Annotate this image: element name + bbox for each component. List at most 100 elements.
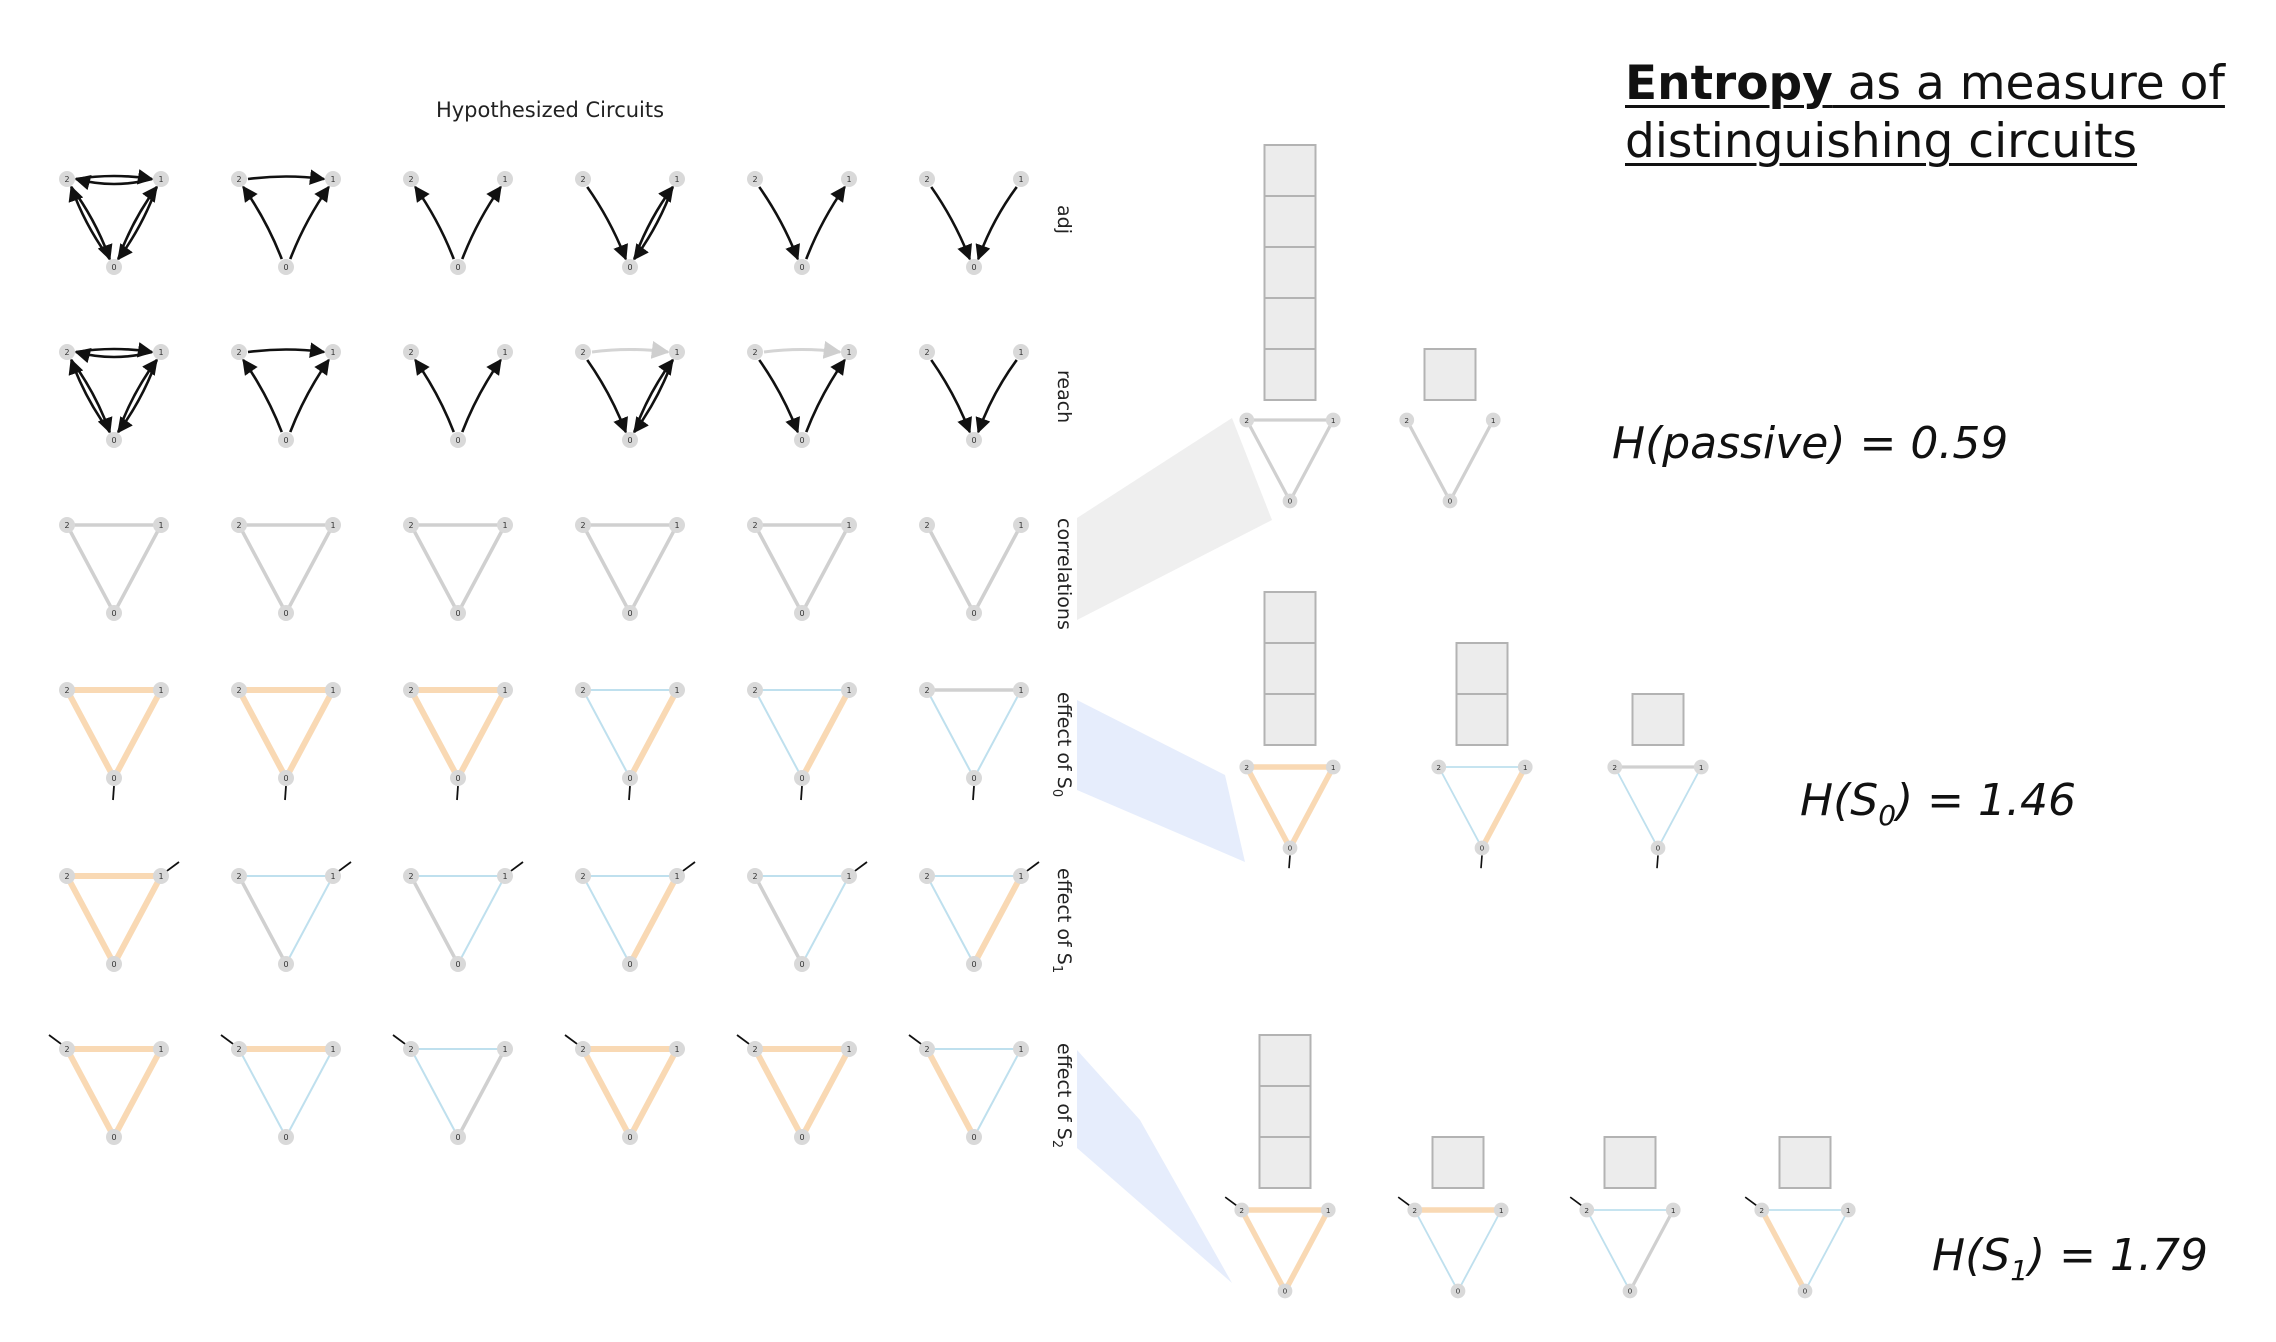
node-label: 0 [455,1133,460,1142]
node [153,868,169,884]
node [403,1041,419,1057]
grid-graph-r2-c1: 2 1 0 [231,517,341,621]
node-label: 2 [64,348,69,357]
node [450,770,466,786]
node-label: 0 [283,960,288,969]
grid-graph-r0-c2: 2 1 0 [403,171,513,275]
grid-graph-r5-c5: 2 1 0 [908,1034,1029,1145]
edge [799,687,852,781]
edge [285,875,334,965]
node-label: 0 [1283,1287,1288,1296]
node [841,1041,857,1057]
node-label: 2 [752,348,757,357]
node-label: 0 [1480,844,1485,853]
node [1493,1202,1509,1218]
edge [1585,1209,1631,1292]
histogram-box-S1-0-2 [1258,1034,1312,1087]
node [575,682,591,698]
edge [456,523,507,615]
node [966,1129,982,1145]
node [450,956,466,972]
edge [1405,418,1452,503]
grid-graph-r2-c2: 2 1 0 [403,517,513,621]
edge [925,523,976,615]
node-label: 1 [502,348,507,357]
node [231,682,247,698]
node [497,171,513,187]
node [1013,1041,1029,1057]
node-label: 1 [846,348,851,357]
node-label: 2 [1404,416,1409,425]
node-label: 1 [846,686,851,695]
node [106,259,122,275]
edge [238,1048,287,1138]
hist-graph-S1-3: 2 1 0 [1744,1196,1856,1299]
node [450,605,466,621]
intervention-mark [908,1034,922,1045]
node-label: 0 [1448,497,1453,506]
node-label: 0 [1656,844,1661,853]
node [622,432,638,448]
arrow [586,186,628,261]
arrow [75,342,154,358]
node-label: 1 [1523,763,1528,772]
node-label: 2 [1436,763,1441,772]
node-label: 2 [924,348,929,357]
grid-graph-r0-c4: 2 1 0 [747,171,857,275]
heading-bold: Entropy [1625,56,1833,111]
node [403,682,419,698]
node [1325,412,1341,428]
node-label: 2 [924,175,929,184]
grid-graph-r3-c3: 2 1 0 [575,682,685,801]
node-label: 2 [408,686,413,695]
grid-graph-r2-c0: 2 1 0 [59,517,169,621]
intervention-mark [854,861,868,872]
arrow [758,359,800,434]
node [669,868,685,884]
edge [1657,766,1703,849]
intervention-mark [682,861,696,872]
node-label: 2 [752,686,757,695]
arrow [633,359,674,434]
node [450,259,466,275]
node-label: 2 [580,1045,585,1054]
intervention-mark [284,785,287,801]
grid-graph-r5-c4: 2 1 0 [736,1034,857,1145]
node-label: 0 [971,263,976,272]
node-label: 0 [1628,1287,1633,1296]
node [919,682,935,698]
grid-graph-r3-c5: 2 1 0 [919,682,1029,801]
node-label: 0 [283,436,288,445]
node [278,956,294,972]
grid-graph-r3-c0: 2 1 0 [59,682,169,801]
node [1239,412,1255,428]
grid-graph-r2-c3: 2 1 0 [575,517,685,621]
node-label: 1 [674,686,679,695]
arrow [591,340,670,359]
arrow [117,359,158,434]
edge [627,687,680,781]
edge [1759,1207,1808,1294]
edge [409,874,460,966]
node [1797,1283,1813,1299]
node [622,1129,638,1145]
node [622,605,638,621]
intervention-mark [48,1034,62,1045]
edge [1804,1209,1850,1292]
edge [973,1048,1022,1138]
node [106,605,122,621]
node-label: 0 [111,436,116,445]
arrow [117,185,158,260]
edge [628,523,679,615]
hist-graph-S1-1: 2 1 0 [1397,1196,1509,1299]
node [1013,682,1029,698]
histogram-box-S0-0-0 [1263,693,1317,746]
node-label: 1 [846,1045,851,1054]
node-label: 1 [330,175,335,184]
edge [973,689,1022,779]
node-label: 1 [1331,763,1336,772]
edge [971,873,1024,967]
node-label: 2 [1244,763,1249,772]
edge [456,1047,507,1139]
node-label: 0 [1288,844,1293,853]
